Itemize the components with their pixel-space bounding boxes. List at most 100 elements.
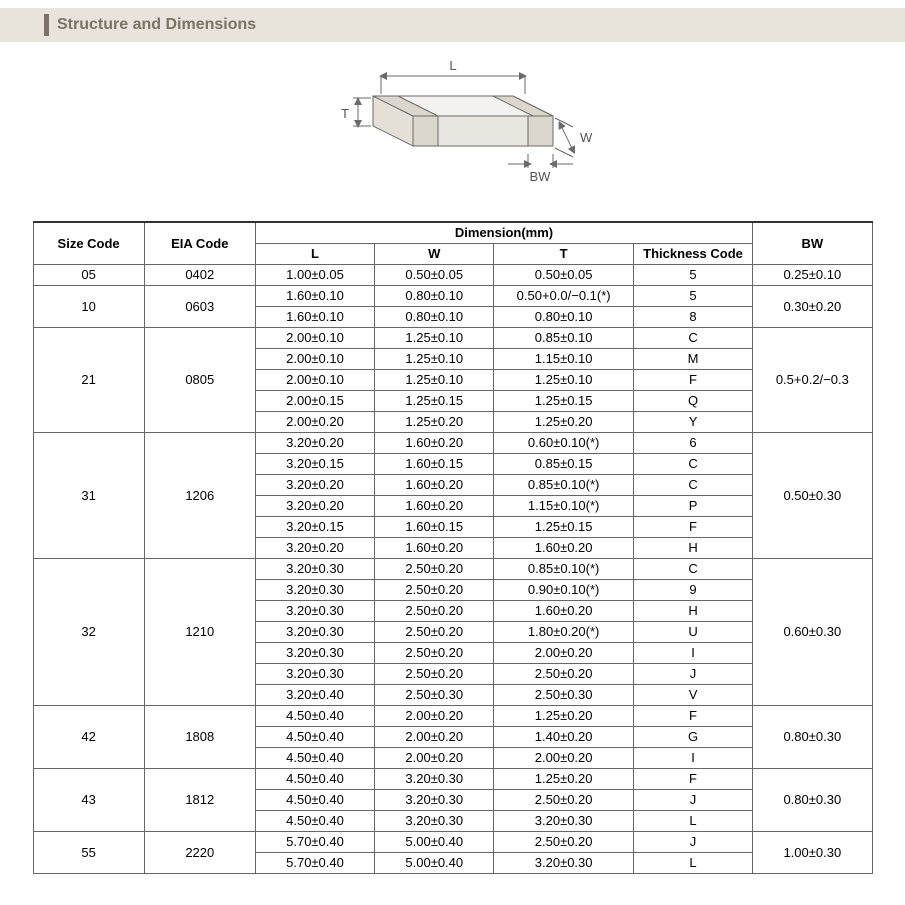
dimension-diagram: L T W BW <box>0 46 905 211</box>
cell-T: 1.40±0.20 <box>494 726 633 747</box>
cell-T: 0.85±0.15 <box>494 453 633 474</box>
cell-L: 4.50±0.40 <box>255 747 374 768</box>
table-row: 1006031.60±0.100.80±0.100.50+0.0/−0.1(*)… <box>33 285 872 306</box>
cell-W: 2.00±0.20 <box>375 726 494 747</box>
cell-L: 3.20±0.30 <box>255 621 374 642</box>
cell-L: 3.20±0.30 <box>255 663 374 684</box>
cell-T: 2.00±0.20 <box>494 747 633 768</box>
cell-TC: F <box>633 369 752 390</box>
cell-W: 5.00±0.40 <box>375 831 494 852</box>
cell-size: 05 <box>33 264 144 285</box>
cell-W: 3.20±0.30 <box>375 810 494 831</box>
cell-T: 1.25±0.15 <box>494 516 633 537</box>
cell-TC: H <box>633 600 752 621</box>
cell-L: 3.20±0.20 <box>255 495 374 516</box>
cell-TC: C <box>633 558 752 579</box>
cell-eia: 0603 <box>144 285 255 327</box>
table-row: 4318124.50±0.403.20±0.301.25±0.20F0.80±0… <box>33 768 872 789</box>
cell-T: 0.85±0.10 <box>494 327 633 348</box>
th-size: Size Code <box>33 222 144 264</box>
cell-TC: F <box>633 516 752 537</box>
table-row: 2108052.00±0.101.25±0.100.85±0.10C0.5+0.… <box>33 327 872 348</box>
dimensions-table: Size Code EIA Code Dimension(mm) BW L W … <box>33 221 873 874</box>
cell-T: 0.85±0.10(*) <box>494 474 633 495</box>
cell-eia: 1812 <box>144 768 255 831</box>
cell-W: 0.50±0.05 <box>375 264 494 285</box>
cell-W: 2.50±0.20 <box>375 663 494 684</box>
cell-L: 3.20±0.15 <box>255 453 374 474</box>
table-row: 0504021.00±0.050.50±0.050.50±0.0550.25±0… <box>33 264 872 285</box>
cuboid-svg: L T W BW <box>303 46 603 206</box>
cell-W: 1.60±0.20 <box>375 474 494 495</box>
cell-L: 3.20±0.30 <box>255 579 374 600</box>
label-BW: BW <box>529 169 551 184</box>
cell-T: 1.25±0.15 <box>494 390 633 411</box>
cell-L: 2.00±0.10 <box>255 369 374 390</box>
table-row: 3212103.20±0.302.50±0.200.85±0.10(*)C0.6… <box>33 558 872 579</box>
th-eia: EIA Code <box>144 222 255 264</box>
cell-eia: 1206 <box>144 432 255 558</box>
cell-bw: 0.25±0.10 <box>753 264 872 285</box>
cell-size: 10 <box>33 285 144 327</box>
cell-TC: F <box>633 705 752 726</box>
cell-bw: 0.30±0.20 <box>753 285 872 327</box>
cell-L: 3.20±0.20 <box>255 537 374 558</box>
cell-TC: J <box>633 663 752 684</box>
cell-size: 42 <box>33 705 144 768</box>
cell-eia: 1210 <box>144 558 255 705</box>
cell-L: 2.00±0.20 <box>255 411 374 432</box>
cell-W: 1.60±0.15 <box>375 516 494 537</box>
section-title: Structure and Dimensions <box>57 16 256 34</box>
cell-W: 1.25±0.15 <box>375 390 494 411</box>
cell-W: 5.00±0.40 <box>375 852 494 873</box>
cell-size: 32 <box>33 558 144 705</box>
label-T: T <box>341 106 349 121</box>
cell-T: 1.25±0.20 <box>494 411 633 432</box>
cell-T: 0.50±0.05 <box>494 264 633 285</box>
cell-bw: 0.80±0.30 <box>753 705 872 768</box>
cell-T: 2.50±0.20 <box>494 789 633 810</box>
section-header: Structure and Dimensions <box>0 8 905 42</box>
cell-TC: L <box>633 852 752 873</box>
cell-L: 5.70±0.40 <box>255 852 374 873</box>
cell-W: 2.50±0.30 <box>375 684 494 705</box>
cell-T: 1.15±0.10 <box>494 348 633 369</box>
cell-bw: 0.60±0.30 <box>753 558 872 705</box>
cell-TC: M <box>633 348 752 369</box>
cell-W: 1.25±0.20 <box>375 411 494 432</box>
th-L: L <box>255 243 374 264</box>
cell-W: 2.00±0.20 <box>375 747 494 768</box>
cell-W: 0.80±0.10 <box>375 306 494 327</box>
table-row: 5522205.70±0.405.00±0.402.50±0.20J1.00±0… <box>33 831 872 852</box>
th-T: T <box>494 243 633 264</box>
cell-TC: U <box>633 621 752 642</box>
cell-TC: G <box>633 726 752 747</box>
cell-W: 2.50±0.20 <box>375 600 494 621</box>
cell-W: 2.50±0.20 <box>375 558 494 579</box>
cell-TC: 9 <box>633 579 752 600</box>
th-bw: BW <box>753 222 872 264</box>
cell-W: 1.60±0.20 <box>375 495 494 516</box>
cell-bw: 1.00±0.30 <box>753 831 872 873</box>
cell-L: 1.00±0.05 <box>255 264 374 285</box>
cell-eia: 1808 <box>144 705 255 768</box>
cell-TC: 5 <box>633 285 752 306</box>
cell-bw: 0.80±0.30 <box>753 768 872 831</box>
cell-TC: C <box>633 327 752 348</box>
cell-L: 3.20±0.30 <box>255 558 374 579</box>
cell-TC: J <box>633 831 752 852</box>
cell-L: 3.20±0.20 <box>255 432 374 453</box>
cell-T: 2.00±0.20 <box>494 642 633 663</box>
cell-T: 1.80±0.20(*) <box>494 621 633 642</box>
cell-L: 1.60±0.10 <box>255 306 374 327</box>
cell-TC: V <box>633 684 752 705</box>
cell-size: 31 <box>33 432 144 558</box>
cell-TC: Y <box>633 411 752 432</box>
cell-L: 3.20±0.40 <box>255 684 374 705</box>
cell-TC: C <box>633 453 752 474</box>
cell-L: 3.20±0.15 <box>255 516 374 537</box>
cell-TC: J <box>633 789 752 810</box>
cell-TC: I <box>633 747 752 768</box>
cell-L: 2.00±0.10 <box>255 327 374 348</box>
cell-W: 2.00±0.20 <box>375 705 494 726</box>
